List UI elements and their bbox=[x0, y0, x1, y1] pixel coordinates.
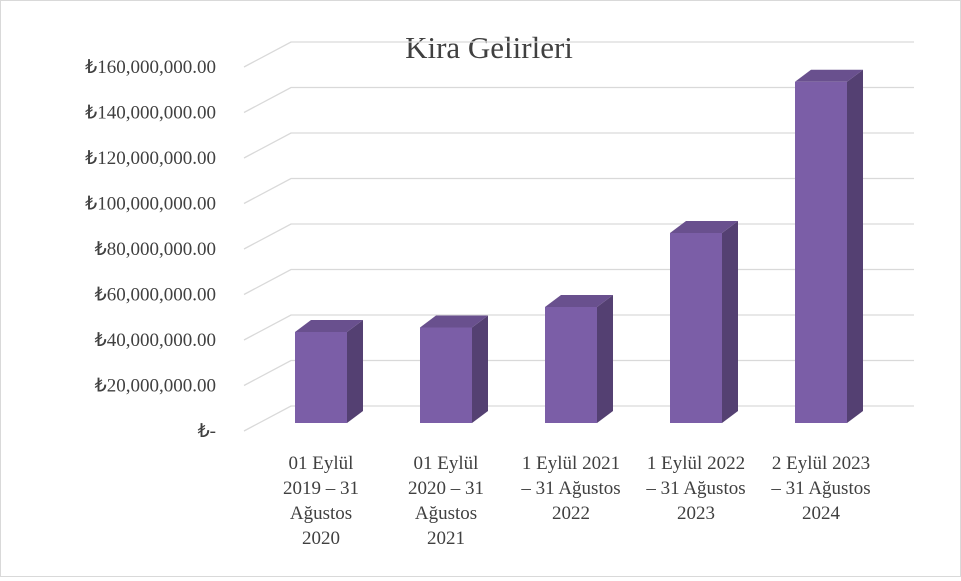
x-tick-label: 01 Eylül 2020 – 31 Ağustos 2021 bbox=[408, 453, 484, 549]
x-tick-label: 01 Eylül 2019 – 31 Ağustos 2020 bbox=[283, 453, 359, 549]
bar-side bbox=[847, 69, 863, 423]
bar bbox=[295, 320, 363, 423]
bar-side bbox=[597, 294, 613, 423]
bar bbox=[545, 294, 613, 423]
grid-line bbox=[243, 177, 914, 205]
bar bbox=[670, 221, 738, 423]
y-tick-label: ₺80,000,000.00 bbox=[95, 239, 216, 260]
bar-side bbox=[722, 221, 738, 423]
bar bbox=[795, 69, 863, 423]
grid-line bbox=[243, 86, 914, 114]
bar-top bbox=[295, 320, 363, 332]
y-tick-label: ₺140,000,000.00 bbox=[85, 103, 216, 124]
x-tick-label: 1 Eylül 2022 – 31 Ağustos 2023 bbox=[646, 453, 746, 524]
bar-top bbox=[545, 294, 613, 307]
y-tick-label: ₺- bbox=[198, 421, 216, 442]
bar bbox=[420, 315, 488, 423]
bar-top bbox=[670, 221, 738, 234]
bar-front bbox=[795, 81, 847, 423]
bar-top bbox=[420, 315, 488, 328]
bar-front bbox=[670, 233, 722, 423]
x-tick-label: 1 Eylül 2021 – 31 Ağustos 2022 bbox=[521, 453, 621, 524]
bar-front bbox=[295, 332, 347, 423]
bar-side bbox=[347, 320, 363, 423]
y-tick-label: ₺120,000,000.00 bbox=[85, 148, 216, 169]
y-tick-label: ₺60,000,000.00 bbox=[95, 285, 216, 306]
y-tick-label: ₺160,000,000.00 bbox=[85, 57, 216, 78]
grid-line bbox=[243, 132, 914, 159]
y-tick-label: ₺100,000,000.00 bbox=[85, 194, 216, 215]
grid-line bbox=[243, 41, 914, 68]
bar-top bbox=[795, 69, 863, 82]
bar-side bbox=[472, 315, 488, 423]
y-tick-label: ₺20,000,000.00 bbox=[95, 376, 216, 397]
x-tick-label: 2 Eylül 2023 – 31 Ağustos 2024 bbox=[771, 453, 871, 524]
bar-front bbox=[545, 306, 597, 423]
chart-title: Kira Gelirleri bbox=[405, 30, 573, 65]
bar-front bbox=[420, 327, 472, 423]
y-tick-label: ₺40,000,000.00 bbox=[95, 330, 216, 351]
